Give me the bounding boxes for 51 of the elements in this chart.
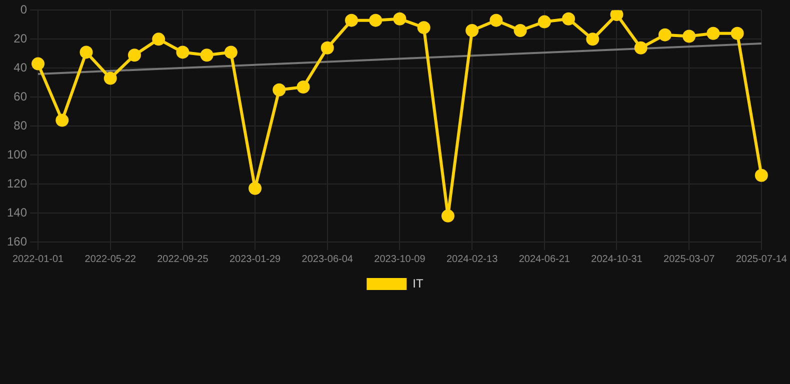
x-tick-label: 2022-01-01 — [12, 254, 64, 265]
point — [490, 14, 503, 27]
point — [104, 72, 117, 85]
point — [634, 41, 648, 54]
point — [296, 80, 310, 94]
x-tick-label: 2024-06-21 — [518, 254, 570, 265]
x-tick-label: 2023-10-09 — [374, 254, 426, 265]
x-tick-label: 2025-03-07 — [664, 254, 716, 265]
point — [152, 32, 166, 46]
y-tick-label: 40 — [14, 60, 28, 74]
point — [393, 12, 406, 26]
x-tick-label: 2023-06-04 — [302, 254, 354, 265]
point — [610, 10, 624, 22]
legend-label: IT — [412, 276, 424, 290]
point — [538, 15, 551, 28]
y-tick-label: 160 — [6, 234, 28, 248]
point — [344, 14, 358, 27]
point — [224, 46, 238, 59]
point — [176, 46, 190, 59]
y-tick-label: 60 — [14, 89, 28, 104]
x-tick-label: 2025-07-14 — [736, 254, 788, 265]
point — [466, 24, 479, 37]
point — [320, 41, 334, 54]
x-tick-label: 2022-05-22 — [84, 254, 136, 265]
point — [128, 48, 141, 62]
y-tick-label: 120 — [6, 176, 28, 190]
x-tick-label: 2023-01-29 — [229, 254, 282, 265]
point — [248, 182, 262, 195]
point — [682, 30, 696, 43]
y-tick-label: 140 — [6, 205, 28, 220]
point — [706, 26, 720, 40]
point — [369, 14, 382, 27]
x-tick-label: 2024-10-31 — [591, 254, 643, 265]
point — [80, 46, 93, 59]
point — [441, 209, 454, 222]
point — [586, 32, 600, 46]
point — [56, 114, 69, 127]
x-tick-label: 2024-02-13 — [446, 254, 498, 265]
point — [658, 28, 672, 42]
point — [200, 48, 214, 62]
point — [417, 21, 430, 34]
y-tick-label: 20 — [14, 31, 28, 46]
y-tick-label: 80 — [14, 118, 28, 132]
point — [754, 168, 768, 182]
point — [272, 83, 286, 96]
point — [514, 24, 527, 37]
x-tick-label: 2022-09-25 — [157, 254, 209, 265]
point — [730, 26, 744, 40]
y-tick-label: 100 — [6, 147, 28, 162]
y-tick-label: 0 — [20, 2, 28, 17]
point — [562, 12, 576, 26]
